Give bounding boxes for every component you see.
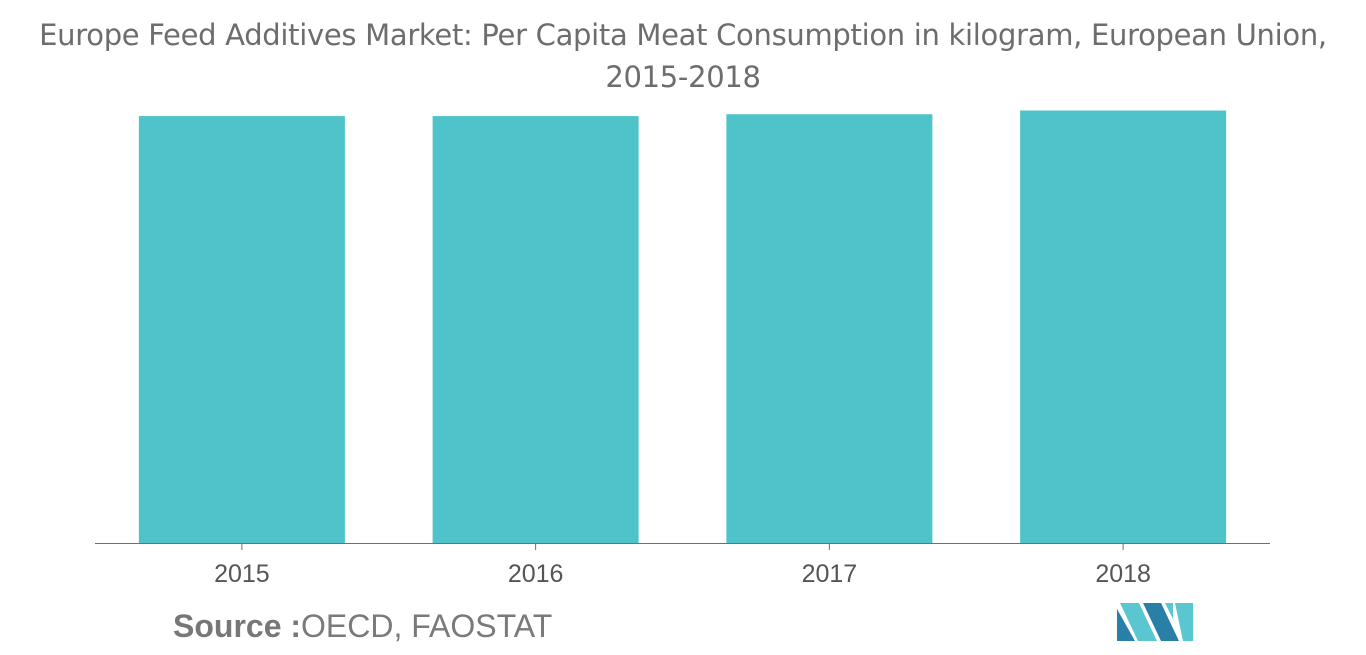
- x-tick-label-2018: 2018: [1095, 560, 1151, 588]
- source-note: Source :OECD, FAOSTAT: [173, 606, 552, 646]
- source-label: Source :: [173, 608, 302, 644]
- x-tick-label-2017: 2017: [802, 560, 858, 588]
- bar-2018: [1020, 110, 1227, 543]
- bar-2015: [138, 116, 345, 543]
- x-tick-label-2016: 2016: [508, 560, 564, 588]
- x-tick-label-2015: 2015: [214, 560, 270, 588]
- bar-2017: [726, 114, 933, 543]
- chart-title: Europe Feed Additives Market: Per Capita…: [39, 18, 1327, 94]
- source-value: OECD, FAOSTAT: [301, 608, 553, 644]
- bar-chart: 2015 2016 2017 2018: [95, 110, 1270, 588]
- bar-2016: [432, 116, 639, 543]
- mordor-intelligence-logo-icon: [1117, 603, 1193, 641]
